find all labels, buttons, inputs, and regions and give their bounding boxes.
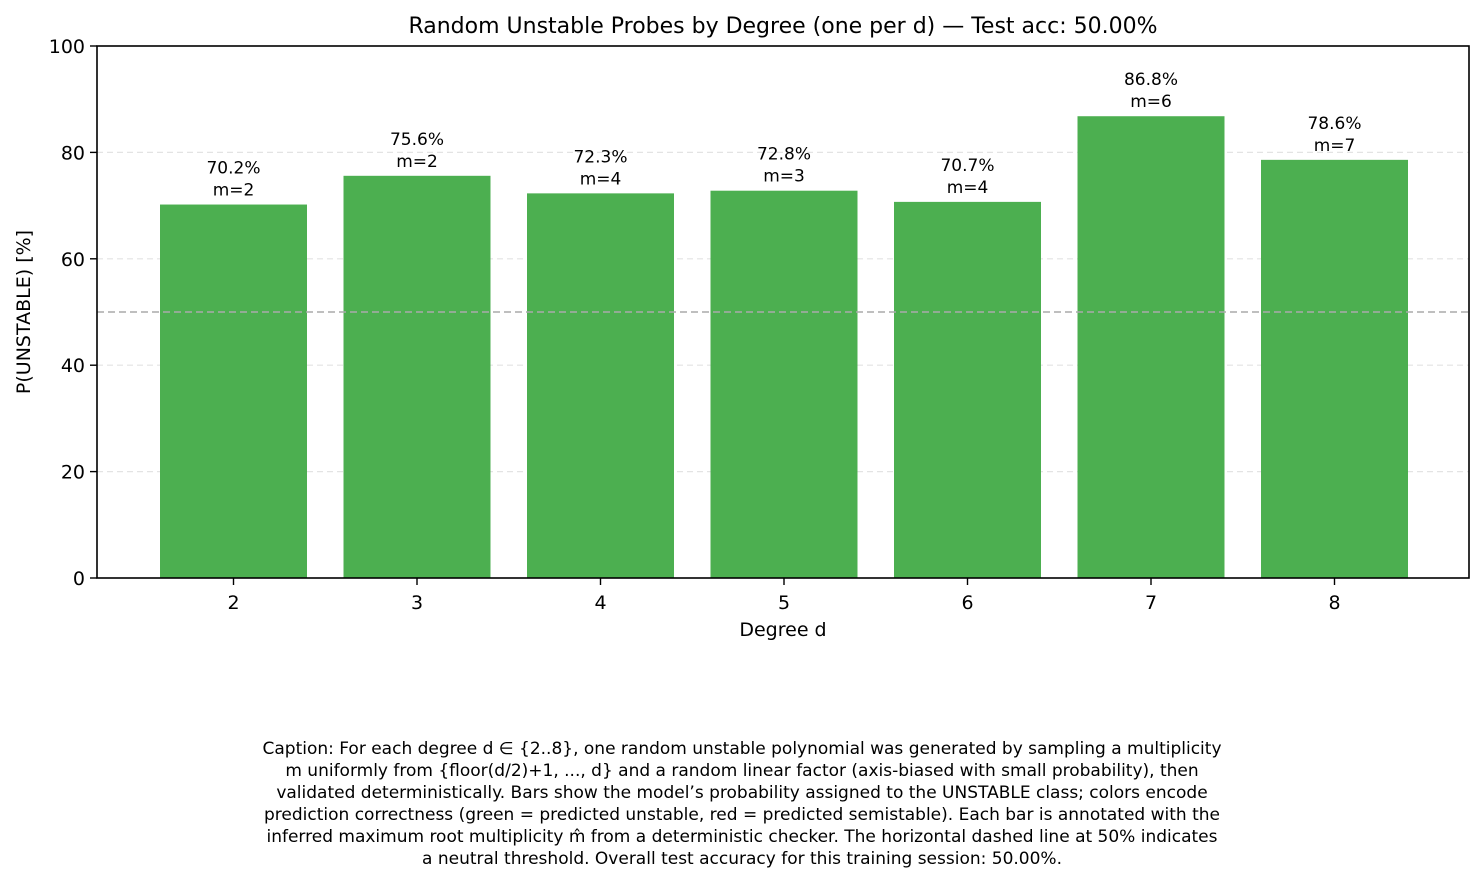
bar-multiplicity-label: m=2 xyxy=(213,181,255,201)
caption-line: m uniformly from {floor(d/2)+1, ..., d} … xyxy=(285,761,1199,781)
figure-caption: Caption: For each degree d ∈ {2..8}, one… xyxy=(142,738,1342,870)
bar-chart: Random Unstable Probes by Degree (one pe… xyxy=(13,14,1470,641)
y-tick-label: 0 xyxy=(73,568,85,590)
x-tick-label: 8 xyxy=(1328,592,1340,614)
bar-value-label: 75.6% xyxy=(390,130,444,150)
bar xyxy=(1261,159,1408,578)
y-tick-label: 40 xyxy=(61,355,85,377)
bar xyxy=(894,201,1041,578)
bar-multiplicity-label: m=4 xyxy=(580,169,622,189)
bar xyxy=(710,190,858,579)
x-tick-label: 5 xyxy=(778,592,790,614)
caption-line: Caption: For each degree d ∈ {2..8}, one… xyxy=(262,739,1222,759)
bar-value-label: 72.3% xyxy=(573,147,627,167)
x-axis-label: Degree d xyxy=(739,619,826,641)
bar-value-label: 70.2% xyxy=(206,159,260,179)
y-tick-label: 20 xyxy=(61,462,85,484)
y-tick-label: 80 xyxy=(61,142,85,164)
plot-frame xyxy=(96,45,1470,579)
bar xyxy=(1077,116,1225,578)
bar xyxy=(343,175,491,579)
bar-multiplicity-label: m=3 xyxy=(763,167,805,187)
bar xyxy=(160,204,307,578)
y-tick-label: 60 xyxy=(61,249,85,271)
bar-value-label: 72.8% xyxy=(757,145,811,165)
x-tick-label: 3 xyxy=(411,592,423,614)
bars xyxy=(160,116,1408,579)
bar xyxy=(527,193,674,578)
caption-line: a neutral threshold. Overall test accura… xyxy=(422,849,1062,869)
bar-labels: 70.2%m=275.6%m=2 72.3%m=472.8%m=370.7%m=4… xyxy=(206,70,1361,200)
bar-multiplicity-label: m=6 xyxy=(1130,92,1172,112)
chart-title: Random Unstable Probes by Degree (one pe… xyxy=(408,14,1157,39)
bar-multiplicity-label: m=2 xyxy=(396,152,438,172)
caption-line: inferred maximum root multiplicity m̂ fr… xyxy=(266,827,1218,847)
x-tick-label: 6 xyxy=(961,592,973,614)
bar-multiplicity-label: m=4 xyxy=(947,178,989,198)
x-tick-label: 4 xyxy=(594,592,606,614)
caption-line: validated deterministically. Bars show t… xyxy=(276,783,1208,803)
y-tick-label: 100 xyxy=(49,36,85,58)
caption-line: prediction correctness (green = predicte… xyxy=(264,805,1220,825)
x-tick-label: 7 xyxy=(1145,592,1157,614)
x-axis-ticks: 2 3 4 5 6 7 8 xyxy=(227,578,1341,614)
y-axis-ticks: 0 20 40 60 80 100 xyxy=(49,36,97,590)
y-axis-label: P(UNSTABLE) [%] xyxy=(13,230,35,394)
bar-value-label: 86.8% xyxy=(1124,70,1178,90)
bar-value-label: 78.6% xyxy=(1307,114,1361,134)
bar-multiplicity-label: m=7 xyxy=(1314,136,1356,156)
x-tick-label: 2 xyxy=(227,592,239,614)
bar-value-label: 70.7% xyxy=(940,156,994,176)
